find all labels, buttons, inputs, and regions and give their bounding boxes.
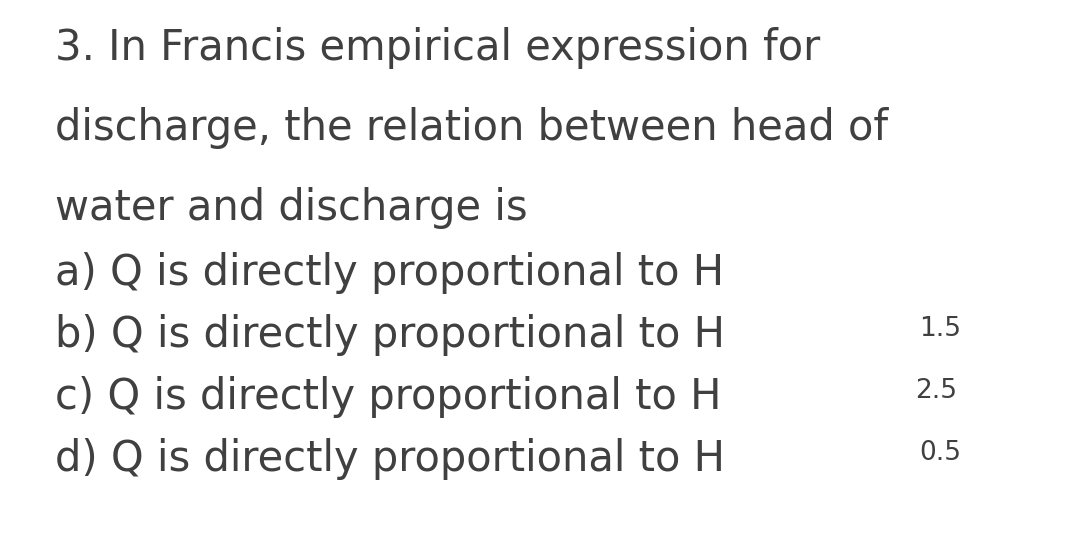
Text: 2.5: 2.5 (915, 378, 957, 404)
Text: 0.5: 0.5 (919, 440, 961, 466)
Text: 3. In Francis empirical expression for: 3. In Francis empirical expression for (55, 27, 820, 69)
Text: discharge, the relation between head of: discharge, the relation between head of (55, 107, 888, 149)
Text: c) Q is directly proportional to H: c) Q is directly proportional to H (55, 376, 721, 418)
Text: b) Q is directly proportional to H: b) Q is directly proportional to H (55, 314, 725, 356)
Text: d) Q is directly proportional to H: d) Q is directly proportional to H (55, 438, 725, 480)
Text: water and discharge is: water and discharge is (55, 187, 528, 229)
Text: 1.5: 1.5 (919, 316, 961, 342)
Text: a) Q is directly proportional to H: a) Q is directly proportional to H (55, 252, 724, 294)
